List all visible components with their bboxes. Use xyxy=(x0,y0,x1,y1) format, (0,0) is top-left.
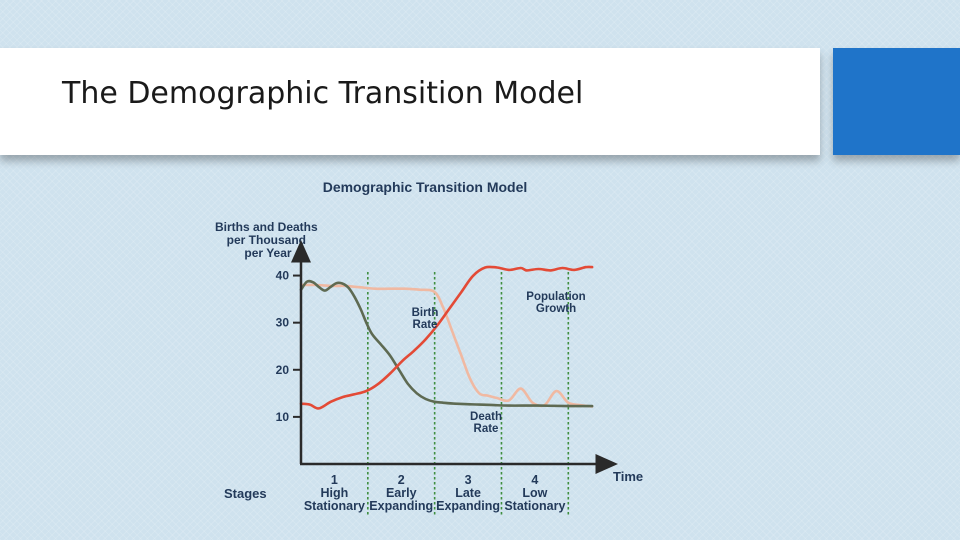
death-rate-label-line-1: Death xyxy=(470,411,502,423)
stage-1-line-3: Stationary xyxy=(304,499,365,513)
y-tick-label-1: 20 xyxy=(276,363,290,377)
stage-dividers xyxy=(367,272,570,515)
stage-3-line-2: Late xyxy=(455,486,481,500)
stage-3-line-1: 3 xyxy=(465,473,472,487)
accent-block xyxy=(833,48,960,155)
stage-4-line-2: Low xyxy=(522,486,547,500)
chart-title: Demographic Transition Model xyxy=(323,179,528,195)
population-growth-line xyxy=(299,265,594,410)
stage-2-line-2: Early xyxy=(386,486,417,500)
y-tick-label-3: 40 xyxy=(276,269,290,283)
stage-1-line-1: 1 xyxy=(331,473,338,487)
stage-3-line-3: Expanding xyxy=(436,499,500,513)
death-rate-label-line-2: Rate xyxy=(474,423,499,435)
x-axis-label: Time xyxy=(613,469,643,484)
slide-title: The Demographic Transition Model xyxy=(62,76,584,111)
y-axis-title-line2: per Thousand xyxy=(227,233,306,247)
stage-4-line-1: 4 xyxy=(531,473,538,487)
birth-rate-label-line-2: Rate xyxy=(413,319,438,331)
stage-2-line-1: 2 xyxy=(398,473,405,487)
stage-4-line-3: Stationary xyxy=(504,499,565,513)
birth-rate-label: Birth Rate xyxy=(412,307,439,331)
y-tick-label-2: 30 xyxy=(276,316,290,330)
stage-2-line-3: Expanding xyxy=(369,499,433,513)
stage-3-label: 3 Late Expanding xyxy=(436,473,500,513)
y-axis-title-line1: Births and Deaths xyxy=(215,220,318,234)
y-ticks: 10 20 30 40 xyxy=(276,269,301,424)
population-growth-label: Population Growth xyxy=(526,291,585,315)
death-rate-label: Death Rate xyxy=(470,411,502,435)
population-growth-label-line-2: Growth xyxy=(536,303,576,315)
y-tick-label-0: 10 xyxy=(276,410,290,424)
stage-1-line-2: High xyxy=(321,486,349,500)
stages-label: Stages xyxy=(224,486,267,501)
birth-rate-label-line-1: Birth xyxy=(412,307,439,319)
stage-4-label: 4 Low Stationary xyxy=(504,473,565,513)
y-axis-title-line3: per Year xyxy=(244,246,291,260)
y-axis-title: Births and Deaths per Thousand per Year xyxy=(215,220,321,260)
stage-1-label: 1 High Stationary xyxy=(304,473,365,513)
title-bar: The Demographic Transition Model xyxy=(0,48,820,155)
population-growth-label-line-1: Population xyxy=(526,291,585,303)
stage-2-label: 2 Early Expanding xyxy=(369,473,433,513)
series-lines xyxy=(299,265,594,410)
death-rate-line xyxy=(299,279,594,408)
